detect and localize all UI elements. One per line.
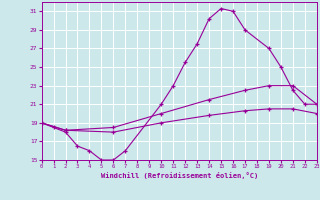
X-axis label: Windchill (Refroidissement éolien,°C): Windchill (Refroidissement éolien,°C) bbox=[100, 172, 258, 179]
